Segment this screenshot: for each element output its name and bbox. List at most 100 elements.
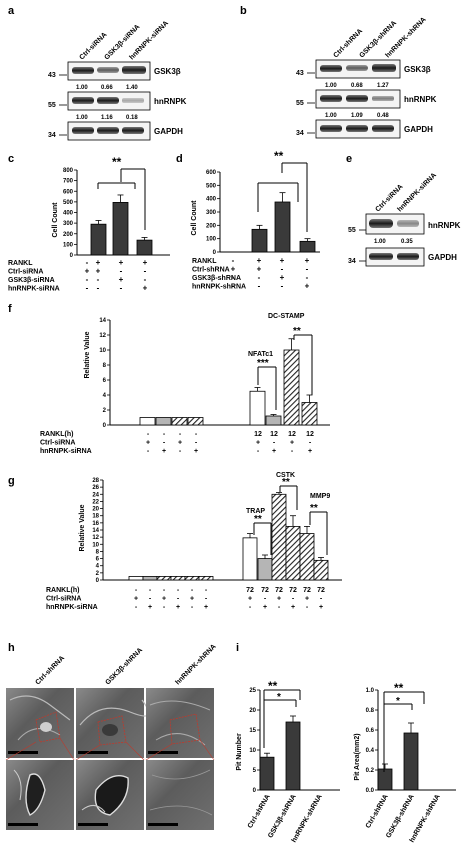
y-tick-label: 500 (63, 200, 74, 206)
x-tick-label: GSK3β-shRNA (385, 794, 416, 840)
y-tick-label: 14 (92, 528, 99, 534)
bar (128, 576, 144, 581)
y-tick-label: 100 (206, 237, 217, 243)
y-tick-label: 25 (249, 688, 256, 694)
row-sign: - (163, 587, 166, 594)
row-sign: - (232, 273, 235, 282)
row-sign: 12 (270, 431, 278, 438)
row-sign: + (119, 258, 124, 267)
bar (274, 201, 291, 253)
y-tick-label: 200 (63, 232, 74, 238)
panel-b-letter: b (240, 5, 247, 17)
band (320, 95, 342, 102)
y-tick-label: 0.0 (366, 788, 375, 794)
quant-value: 0.48 (377, 113, 389, 119)
i-left-bars (259, 715, 301, 791)
bar (170, 576, 186, 581)
band (369, 219, 393, 228)
quant-value: 1.00 (76, 115, 88, 121)
row-sign: - (191, 587, 194, 594)
row-sign: - (205, 596, 208, 603)
row-sign: - (264, 596, 267, 603)
row-sign: + (96, 258, 101, 267)
bar (285, 526, 301, 581)
row-sign: - (135, 587, 138, 594)
y-tick-label: 4 (103, 393, 107, 399)
y-tick-label: 20 (249, 708, 256, 714)
protein-label: GSK3β (154, 67, 181, 76)
mw-marker: 55 (48, 102, 56, 109)
band (122, 127, 144, 134)
band (346, 95, 368, 102)
row-sign: - (144, 267, 147, 276)
row-sign: - (281, 282, 284, 291)
y-axis-label: Cell Count (191, 200, 198, 236)
y-tick-label: 24 (92, 492, 99, 498)
quant-value: 0.18 (126, 115, 138, 121)
row-sign: - (149, 596, 152, 603)
sem-gsk3b-top (76, 688, 144, 758)
row-label: Ctrl-siRNA (8, 269, 43, 276)
row-sign: - (278, 604, 281, 611)
row-sign: - (97, 275, 100, 284)
quant-value: 1.27 (377, 83, 389, 89)
d-bars (251, 192, 316, 253)
y-tick-label: 2 (96, 571, 100, 577)
y-tick-label: 0 (96, 578, 100, 584)
panel-a-letter: a (8, 5, 15, 17)
y-tick-label: 300 (63, 221, 74, 227)
row-sign: + (290, 440, 294, 447)
y-tick-label: 18 (92, 514, 99, 520)
y-axis-label: Pit Number (236, 733, 243, 771)
protein-label: hnRNPK (428, 221, 461, 230)
f-bars (139, 338, 318, 426)
quant-value: 1.00 (325, 83, 337, 89)
row-sign: + (257, 265, 262, 274)
x-tick-label: hnRNPK-shRNA (409, 794, 442, 844)
y-tick-label: 28 (92, 478, 99, 484)
row-sign: - (273, 440, 276, 447)
bar (299, 240, 316, 253)
row-sign: + (162, 596, 166, 603)
row-sign: - (179, 448, 182, 455)
gene-label: CSTK (276, 472, 295, 479)
bar (184, 576, 200, 581)
row-sign: - (135, 604, 138, 611)
row-sign: 12 (306, 431, 314, 438)
row-sign: + (248, 596, 252, 603)
panel-f-letter: f (8, 303, 12, 315)
y-tick-label: 600 (63, 189, 74, 195)
y-tick-label: 14 (99, 318, 106, 324)
y-tick-label: 0.4 (366, 748, 375, 754)
y-tick-label: 700 (63, 179, 74, 185)
row-sign: + (178, 440, 182, 447)
bar (156, 576, 172, 581)
panel-d: d 0 100 200 300 400 500 600 Cell Count ** RANK… (176, 149, 320, 291)
g-bars (128, 492, 329, 581)
bar (285, 721, 301, 791)
blot-gapdh (365, 247, 425, 267)
panel-e-letter: e (346, 153, 352, 165)
significance-mark: ** (293, 326, 301, 337)
band (397, 220, 419, 227)
row-label: hnRNPK-siRNA (46, 604, 98, 611)
band (97, 127, 119, 134)
quant-value: 1.00 (374, 239, 386, 245)
band (122, 98, 144, 103)
y-tick-label: 0 (70, 253, 74, 259)
quant-value: 1.40 (126, 85, 138, 91)
row-sign: + (176, 604, 180, 611)
y-tick-label: 600 (206, 170, 217, 176)
row-sign: + (280, 273, 285, 282)
x-tick-label: hnRNPK-shRNA (291, 794, 324, 844)
row-sign: 72 (317, 587, 325, 594)
band (372, 96, 394, 101)
row-sign: - (120, 284, 123, 293)
panel-c: c 0 100 200 300 400 500 600 700 800 Cell Count *… (8, 153, 170, 293)
significance-mark: * (396, 696, 400, 707)
bar (187, 417, 204, 426)
band (372, 64, 396, 72)
